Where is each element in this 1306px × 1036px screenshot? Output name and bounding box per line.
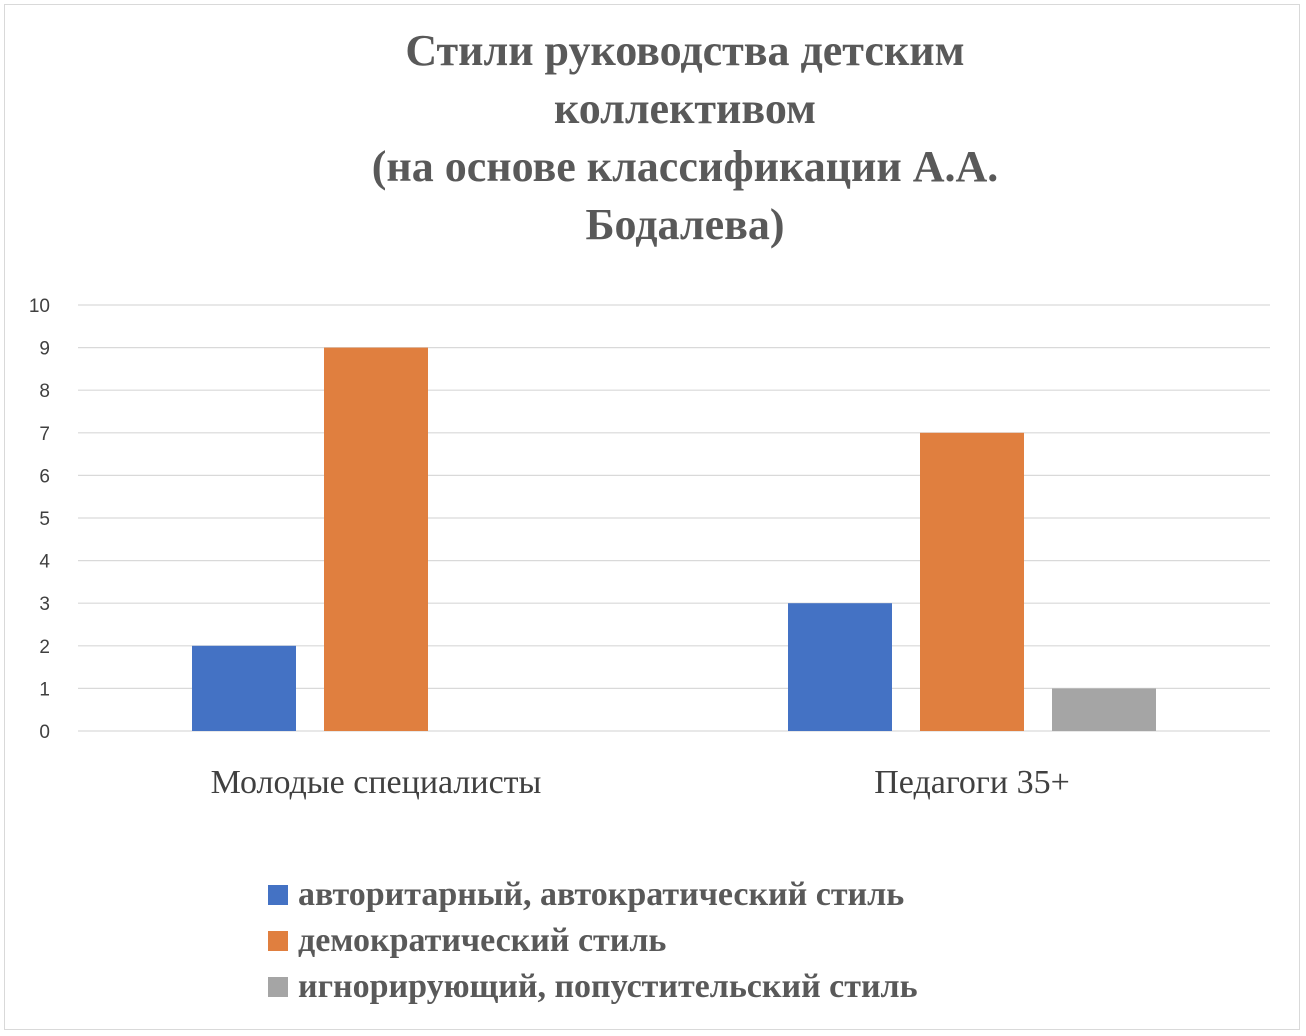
y-tick-label: 3 (39, 594, 50, 615)
bar (192, 645, 296, 731)
chart-title-line: Бодалева) (585, 200, 785, 249)
y-tick-label: 1 (39, 679, 50, 700)
chart-title: Стили руководства детским коллективом (н… (230, 22, 1140, 254)
y-tick-label: 6 (39, 466, 50, 487)
x-tick-label: Педагоги 35+ (874, 764, 1070, 801)
bar (788, 603, 892, 731)
chart-legend: авторитарный, автократический стиль демо… (268, 872, 918, 1010)
y-tick-label: 5 (39, 509, 50, 530)
y-tick-label: 2 (39, 637, 50, 658)
legend-swatch (268, 931, 288, 951)
bar (324, 347, 428, 731)
legend-swatch (268, 885, 288, 905)
y-tick-label: 8 (39, 381, 50, 402)
y-tick-label: 0 (39, 722, 50, 743)
legend-swatch (268, 977, 288, 997)
bar (1052, 688, 1156, 731)
chart-title-line: Стили руководства детским (405, 26, 965, 75)
chart-title-line: (на основе классификации А.А. (371, 142, 999, 191)
legend-item: авторитарный, автократический стиль (268, 872, 918, 918)
y-tick-label: 9 (39, 339, 50, 360)
legend-item: игнорирующий, попустительский стиль (268, 964, 918, 1010)
legend-label: авторитарный, автократический стиль (298, 876, 905, 913)
y-tick-label: 7 (39, 424, 50, 445)
legend-label: демократический стиль (298, 922, 667, 959)
legend-item: демократический стиль (268, 918, 918, 964)
x-tick-label: Молодые специалисты (211, 764, 542, 801)
legend-label: игнорирующий, попустительский стиль (298, 968, 918, 1005)
chart-frame (4, 4, 1300, 1030)
bar (920, 432, 1024, 731)
y-tick-label: 10 (29, 296, 50, 317)
chart-title-line: коллективом (553, 84, 816, 133)
y-tick-label: 4 (39, 552, 50, 573)
